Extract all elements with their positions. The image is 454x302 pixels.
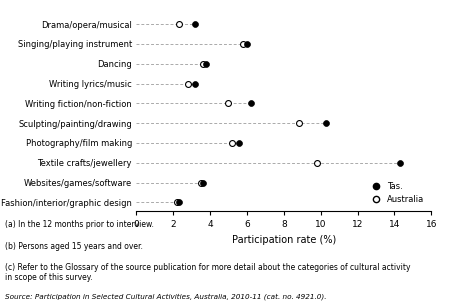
Point bbox=[396, 160, 404, 165]
Point bbox=[322, 121, 330, 126]
Text: (a) In the 12 months prior to interview.: (a) In the 12 months prior to interview. bbox=[5, 220, 153, 230]
Point bbox=[295, 121, 302, 126]
Text: Source: Participation in Selected Cultural Activities, Australia, 2010-11 (cat. : Source: Participation in Selected Cultur… bbox=[5, 293, 326, 300]
Point bbox=[202, 61, 210, 66]
Point bbox=[228, 140, 236, 145]
X-axis label: Participation rate (%): Participation rate (%) bbox=[232, 235, 336, 245]
Point bbox=[184, 81, 192, 86]
Point bbox=[197, 180, 204, 185]
Point bbox=[225, 101, 232, 106]
Point bbox=[199, 61, 206, 66]
Point bbox=[175, 22, 182, 27]
Text: (c) Refer to the Glossary of the source publication for more detail about the ca: (c) Refer to the Glossary of the source … bbox=[5, 263, 410, 282]
Point bbox=[247, 101, 254, 106]
Point bbox=[240, 41, 247, 46]
Text: (b) Persons aged 15 years and over.: (b) Persons aged 15 years and over. bbox=[5, 242, 143, 251]
Point bbox=[313, 160, 321, 165]
Point bbox=[192, 81, 199, 86]
Point bbox=[175, 200, 182, 205]
Legend: Tas., Australia: Tas., Australia bbox=[364, 178, 427, 207]
Point bbox=[243, 41, 251, 46]
Point bbox=[173, 200, 180, 205]
Point bbox=[192, 22, 199, 27]
Point bbox=[236, 140, 243, 145]
Point bbox=[199, 180, 206, 185]
